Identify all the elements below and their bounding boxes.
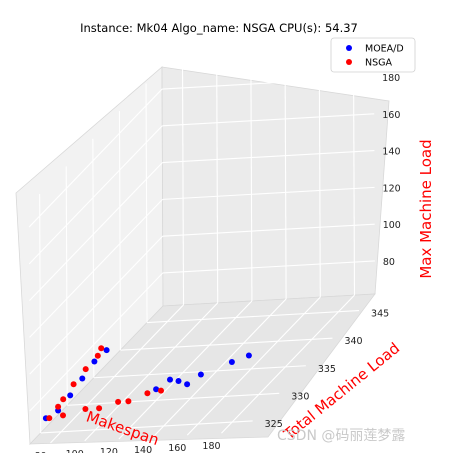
z-axis-label: Max Machine Load: [417, 139, 435, 278]
data-point-nsga: [96, 405, 103, 412]
data-point-nsga: [55, 403, 62, 410]
legend-label-moead: MOEA/D: [365, 44, 404, 55]
z-gridline: [29, 198, 163, 338]
chart-title: Instance: Mk04 Algo_name: NSGA CPU(s): 5…: [80, 21, 358, 35]
data-point-nsga: [46, 415, 53, 422]
x-tick-label: 100: [66, 449, 84, 453]
z-tick-labels: 80 100 120 140 160 180: [382, 73, 401, 268]
y-gridline: [40, 420, 253, 434]
y-tick-labels: 325 330 335 340 345: [265, 309, 390, 430]
data-point-nsga: [94, 352, 101, 359]
data-point-nsga: [70, 381, 77, 388]
z-gridline: [28, 88, 163, 228]
pane-floor: [29, 293, 376, 445]
z-tick-label: 160: [382, 110, 400, 121]
data-points: [42, 345, 252, 422]
data-point-moead: [67, 392, 74, 399]
z-tick-label: 140: [382, 147, 400, 158]
data-point-nsga: [82, 366, 89, 373]
legend: MOEA/D NSGA: [330, 37, 416, 73]
data-point-nsga: [115, 398, 122, 405]
y-gridline: [145, 83, 148, 323]
x-gridline: [250, 61, 253, 301]
watermark: CSDN @码丽莲梦露: [277, 428, 405, 444]
z-tick-label: 100: [383, 220, 401, 231]
y-gridline: [92, 138, 95, 378]
x-gridline: [84, 302, 219, 442]
y-tick-label: 325: [265, 419, 283, 430]
legend-marker-moead: [346, 45, 352, 51]
y-tick-label: 340: [344, 336, 362, 347]
grid-lines: [28, 56, 375, 444]
z-gridline: [162, 223, 375, 237]
data-point-moead: [167, 376, 173, 383]
data-point-moead: [175, 378, 182, 384]
y-tick-label: 345: [371, 309, 389, 320]
data-point-nsga: [60, 396, 67, 403]
data-point-moead: [184, 381, 191, 388]
data-point-moead: [79, 375, 86, 382]
data-point-nsga: [82, 406, 89, 412]
y-gridline: [118, 111, 121, 351]
data-point-nsga: [144, 390, 151, 397]
legend-marker-nsga: [346, 59, 352, 65]
z-tick-label: 180: [382, 73, 400, 84]
x-gridline: [221, 294, 355, 434]
z-gridline: [162, 150, 375, 164]
y-tick-label: 335: [318, 364, 336, 375]
x-gridline: [216, 63, 219, 303]
x-gridline: [318, 58, 321, 298]
z-gridline: [162, 113, 375, 127]
data-point-moead: [91, 358, 98, 365]
z-gridline: [162, 186, 375, 200]
data-point-nsga: [125, 398, 132, 405]
z-gridline: [162, 76, 375, 90]
x-gridline: [50, 304, 184, 444]
z-gridline: [29, 272, 164, 412]
x-tick-label: 120: [100, 447, 118, 453]
legend-box: [330, 37, 416, 73]
x-gridline: [186, 296, 321, 436]
x-gridline: [284, 60, 287, 300]
data-point-nsga: [158, 387, 164, 394]
y-tick-label: 330: [291, 391, 309, 402]
y-gridline: [65, 166, 68, 406]
x-tick-label: 140: [134, 445, 152, 453]
y-gridline: [147, 310, 360, 324]
x-gridline: [352, 56, 356, 296]
data-point-moead: [197, 371, 204, 378]
x-tick-labels: 80 100 120 140 160 180: [34, 441, 220, 453]
x-gridline: [152, 298, 287, 438]
x-tick-label: 160: [168, 443, 186, 453]
y-gridline: [67, 392, 280, 406]
x-gridline: [118, 300, 253, 440]
z-tick-label: 80: [383, 257, 395, 268]
x-tick-label: 180: [202, 441, 220, 452]
data-point-moead: [245, 352, 252, 359]
data-point-nsga: [60, 412, 66, 419]
data-point-moead: [103, 347, 110, 354]
pane-back: [161, 66, 390, 307]
x-gridline: [181, 65, 185, 305]
x-tick-label: 80: [34, 451, 46, 453]
z-gridline: [29, 235, 164, 375]
data-point-moead: [228, 359, 235, 365]
z-tick-label: 120: [383, 183, 401, 194]
y-gridline: [39, 193, 42, 433]
z-gridline: [28, 125, 163, 265]
data-point-moead: [153, 386, 160, 393]
legend-label-nsga: NSGA: [365, 58, 392, 69]
y-gridline: [120, 337, 333, 351]
data-point-nsga: [98, 345, 105, 352]
z-gridline: [29, 162, 163, 301]
z-gridline: [162, 260, 375, 274]
